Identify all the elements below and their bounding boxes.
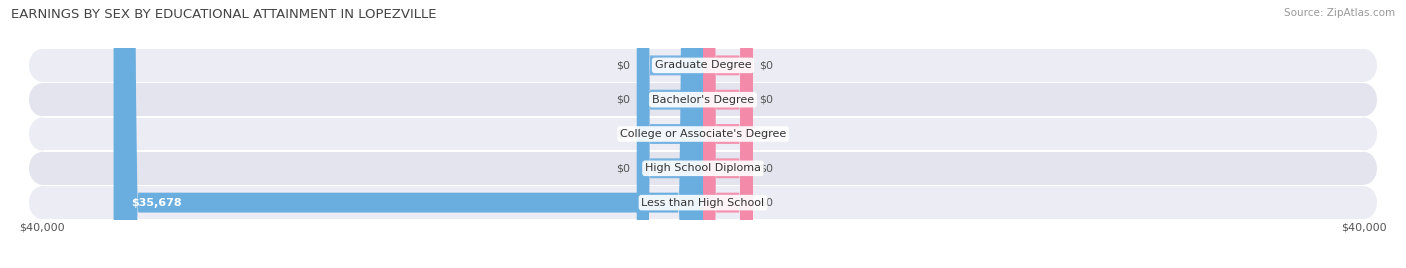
Text: EARNINGS BY SEX BY EDUCATIONAL ATTAINMENT IN LOPEZVILLE: EARNINGS BY SEX BY EDUCATIONAL ATTAINMEN… — [11, 8, 437, 21]
Ellipse shape — [1351, 83, 1376, 116]
Ellipse shape — [30, 152, 55, 185]
Bar — [42, 49, 1364, 82]
FancyBboxPatch shape — [703, 0, 752, 268]
Text: High School Diploma: High School Diploma — [645, 163, 761, 173]
Text: Less than High School: Less than High School — [641, 198, 765, 208]
Ellipse shape — [1351, 186, 1376, 219]
Text: College or Associate's Degree: College or Associate's Degree — [620, 129, 786, 139]
FancyBboxPatch shape — [637, 0, 703, 268]
FancyBboxPatch shape — [703, 0, 752, 268]
Text: Source: ZipAtlas.com: Source: ZipAtlas.com — [1284, 8, 1395, 18]
Text: Bachelor's Degree: Bachelor's Degree — [652, 95, 754, 105]
FancyBboxPatch shape — [703, 0, 752, 268]
FancyBboxPatch shape — [637, 0, 703, 268]
Text: $0: $0 — [759, 95, 773, 105]
Ellipse shape — [1351, 152, 1376, 185]
Ellipse shape — [30, 83, 55, 116]
Text: $0: $0 — [616, 60, 630, 70]
Text: $0: $0 — [616, 163, 630, 173]
FancyBboxPatch shape — [703, 0, 752, 268]
Bar — [42, 118, 1364, 150]
Bar — [42, 83, 1364, 116]
Ellipse shape — [30, 118, 55, 150]
Bar — [42, 186, 1364, 219]
Text: Graduate Degree: Graduate Degree — [655, 60, 751, 70]
Ellipse shape — [30, 49, 55, 82]
FancyBboxPatch shape — [637, 0, 703, 268]
Text: $0: $0 — [759, 129, 773, 139]
Text: $0: $0 — [616, 95, 630, 105]
Text: $35,678: $35,678 — [131, 198, 181, 208]
Ellipse shape — [30, 186, 55, 219]
Text: $0: $0 — [759, 60, 773, 70]
FancyBboxPatch shape — [703, 0, 752, 268]
FancyBboxPatch shape — [114, 0, 703, 268]
Text: $0: $0 — [759, 198, 773, 208]
Ellipse shape — [1351, 118, 1376, 150]
Text: $0: $0 — [759, 163, 773, 173]
Bar — [42, 152, 1364, 185]
FancyBboxPatch shape — [637, 0, 703, 268]
Ellipse shape — [1351, 49, 1376, 82]
Text: $0: $0 — [616, 129, 630, 139]
